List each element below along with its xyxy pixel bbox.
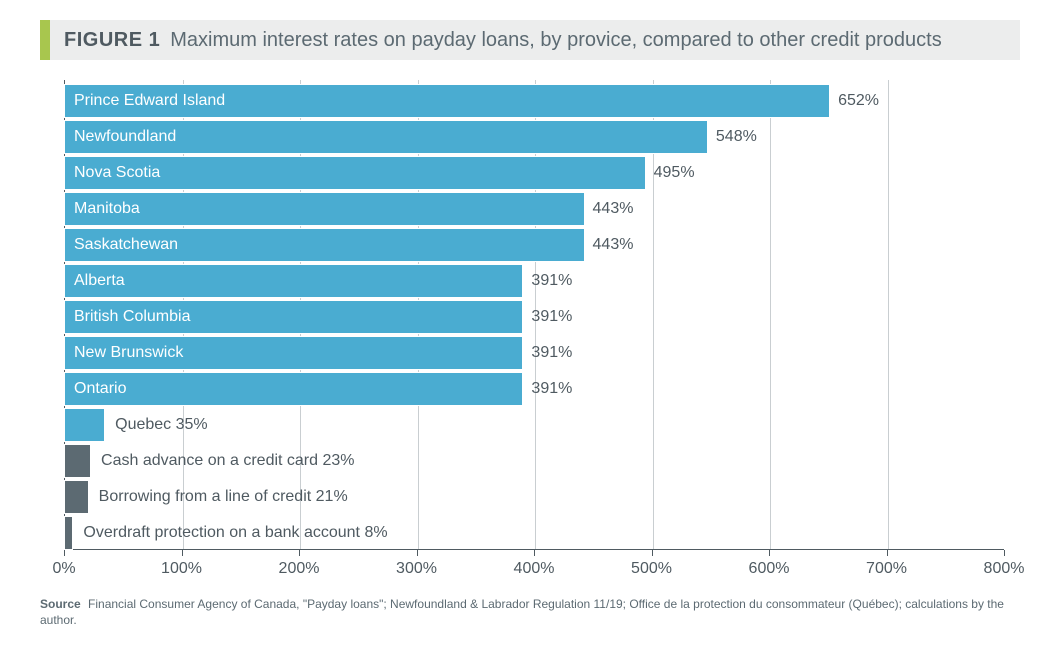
- bar-row: New Brunswick 391%: [64, 336, 1004, 370]
- bar-row: British Columbia 391%: [64, 300, 1004, 334]
- axis-label: 800%: [984, 560, 1025, 578]
- bar: [64, 480, 89, 514]
- bar-value-label: 443%: [593, 236, 634, 254]
- bar-category-label: British Columbia: [74, 308, 190, 326]
- axis-tick: [652, 550, 653, 556]
- bar-value-label: 391%: [531, 308, 572, 326]
- bar-value-label: 391%: [531, 380, 572, 398]
- bar-row: Prince Edward Island 652%: [64, 84, 1004, 118]
- axis-tick: [299, 550, 300, 556]
- bar-combined-label: Quebec 35%: [115, 416, 208, 434]
- axis-tick: [534, 550, 535, 556]
- axis-label: 500%: [631, 560, 672, 578]
- figure-container: FIGURE 1 Maximum interest rates on payda…: [0, 0, 1060, 656]
- bar-value-label: 652%: [838, 92, 879, 110]
- bar-category-label: Saskatchewan: [74, 236, 178, 254]
- bar-combined-label: Cash advance on a credit card 23%: [101, 452, 354, 470]
- chart-area: 0%100%200%300%400%500%600%700%800%Prince…: [44, 80, 1020, 590]
- bar-row: Newfoundland 548%: [64, 120, 1004, 154]
- bar-value-label: 548%: [716, 128, 757, 146]
- bar-value-label: 391%: [531, 344, 572, 362]
- bar-value-label: 495%: [654, 164, 695, 182]
- bar-category-label: Prince Edward Island: [74, 92, 225, 110]
- bar-category-label: Ontario: [74, 380, 126, 398]
- title-accent: [40, 20, 50, 60]
- bar-combined-label: Overdraft protection on a bank account 8…: [83, 524, 387, 542]
- axis-tick: [1004, 550, 1005, 556]
- bar-value-label: 443%: [593, 200, 634, 218]
- axis-label: 100%: [161, 560, 202, 578]
- axis-label: 700%: [866, 560, 907, 578]
- bar-row: Cash advance on a credit card 23%: [64, 444, 1004, 478]
- bar: [64, 372, 523, 406]
- figure-title-text: Maximum interest rates on payday loans, …: [170, 29, 941, 52]
- bar-category-label: New Brunswick: [74, 344, 183, 362]
- bar-row: Overdraft protection on a bank account 8…: [64, 516, 1004, 550]
- bar-category-label: Alberta: [74, 272, 125, 290]
- source-text: Financial Consumer Agency of Canada, "Pa…: [40, 597, 1004, 627]
- bar-row: Saskatchewan 443%: [64, 228, 1004, 262]
- axis-label: 300%: [396, 560, 437, 578]
- axis-tick: [887, 550, 888, 556]
- source-label: Source: [40, 597, 81, 611]
- bar-combined-label: Borrowing from a line of credit 21%: [99, 488, 348, 506]
- axis-label: 400%: [514, 560, 555, 578]
- figure-title-bar: FIGURE 1 Maximum interest rates on payda…: [40, 20, 1020, 60]
- bar-row: Ontario 391%: [64, 372, 1004, 406]
- axis-tick: [769, 550, 770, 556]
- bar-row: Quebec 35%: [64, 408, 1004, 442]
- figure-title: FIGURE 1 Maximum interest rates on payda…: [50, 20, 1020, 60]
- bar-row: Alberta 391%: [64, 264, 1004, 298]
- bar: [64, 516, 73, 550]
- source-note: Source Financial Consumer Agency of Cana…: [40, 596, 1020, 628]
- bar-category-label: Nova Scotia: [74, 164, 160, 182]
- bar: [64, 444, 91, 478]
- bar-category-label: Newfoundland: [74, 128, 176, 146]
- bar-chart: 0%100%200%300%400%500%600%700%800%Prince…: [44, 80, 1020, 590]
- bar-row: Nova Scotia 495%: [64, 156, 1004, 190]
- axis-tick: [417, 550, 418, 556]
- bar-value-label: 391%: [531, 272, 572, 290]
- bar-row: Borrowing from a line of credit 21%: [64, 480, 1004, 514]
- bar: [64, 192, 585, 226]
- axis-label: 200%: [279, 560, 320, 578]
- bar-category-label: Manitoba: [74, 200, 140, 218]
- axis-label: 600%: [749, 560, 790, 578]
- axis-tick: [182, 550, 183, 556]
- bar: [64, 264, 523, 298]
- bar-row: Manitoba 443%: [64, 192, 1004, 226]
- figure-label: FIGURE 1: [64, 29, 160, 52]
- axis-label: 0%: [52, 560, 75, 578]
- bar: [64, 408, 105, 442]
- axis-tick: [64, 550, 65, 556]
